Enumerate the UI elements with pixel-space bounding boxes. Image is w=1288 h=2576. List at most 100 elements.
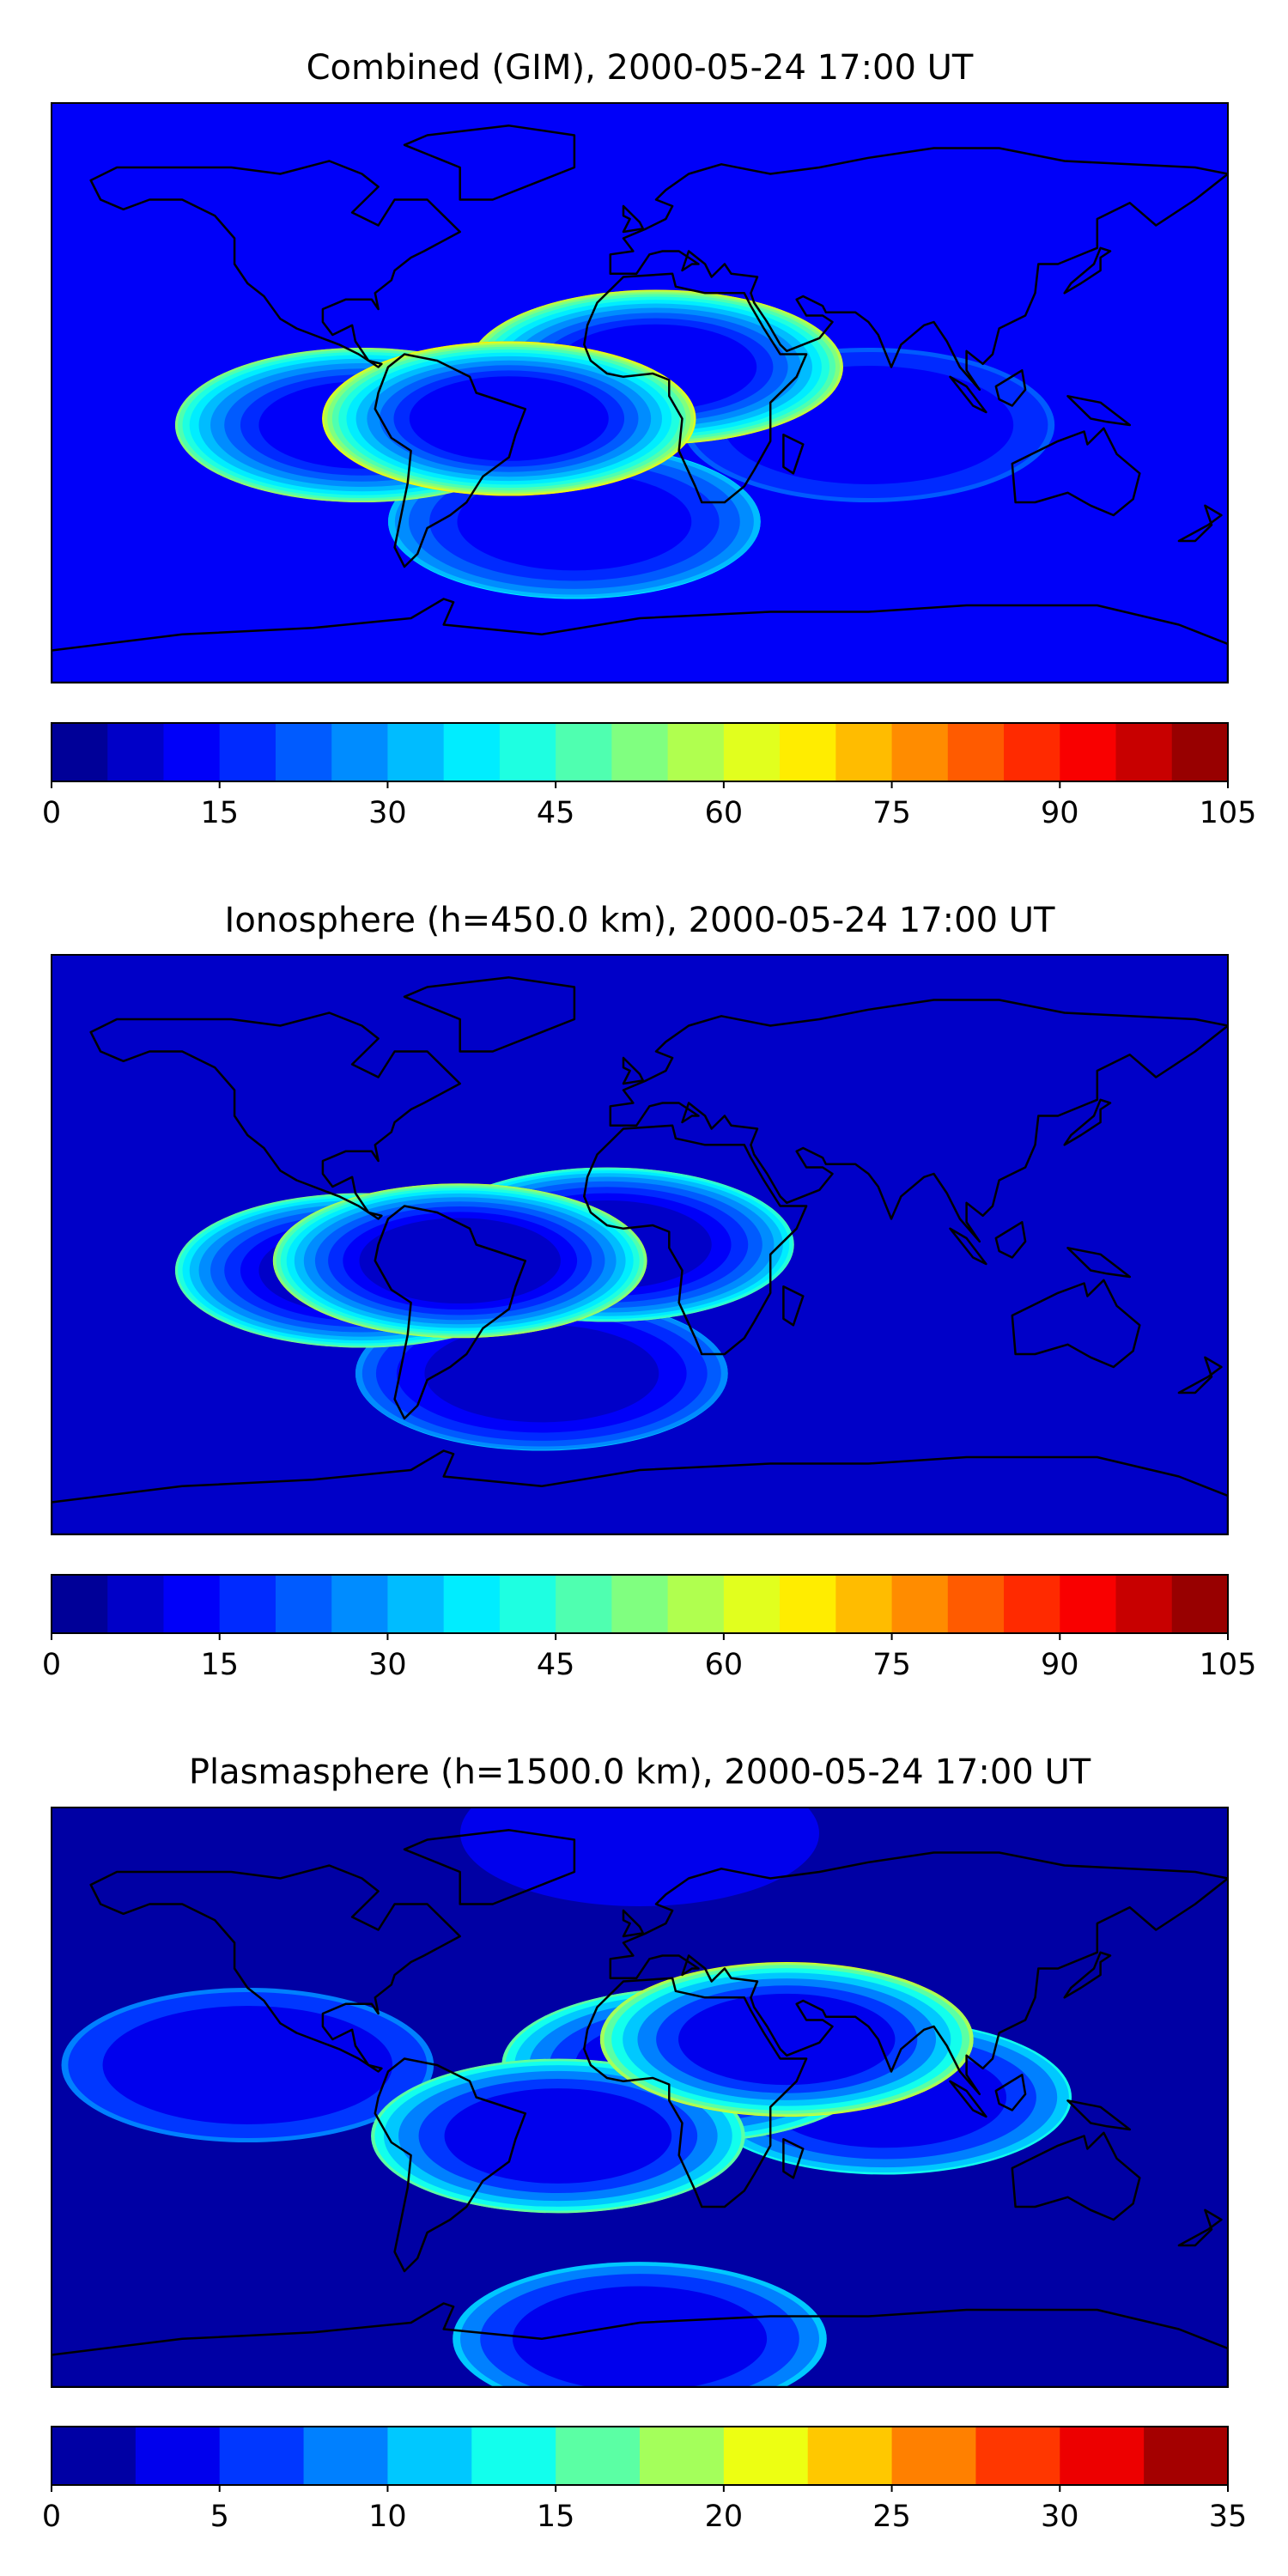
colorbar-swatch: [52, 1575, 108, 1633]
colorbar-swatch: [807, 2427, 893, 2485]
colorbar-tick-label: 75: [872, 796, 911, 830]
colorbar-swatch: [1004, 723, 1060, 781]
coastline: [583, 272, 808, 504]
colorbar-swatch: [387, 723, 445, 781]
coastline: [949, 375, 987, 414]
colorbar-swatch: [52, 723, 108, 781]
colorbar-tick-label: 15: [200, 796, 239, 830]
coastline: [622, 204, 645, 234]
colorbar-swatch: [640, 2427, 725, 2485]
coastline: [994, 2074, 1027, 2111]
colorbar-swatch: [387, 1575, 445, 1633]
colorbar-swatch: [947, 723, 1005, 781]
colorbar-tick-label: 90: [1041, 796, 1079, 830]
colorbar-tick-label: 30: [1041, 2500, 1079, 2534]
colorbar-swatch: [443, 1575, 501, 1633]
colorbar-swatch: [835, 723, 893, 781]
colorbar-frame: [51, 2426, 1229, 2486]
colorbar-tick-label: 105: [1200, 796, 1257, 830]
colorbar-tick-label: 45: [537, 1648, 575, 1682]
coastline: [403, 1829, 576, 1905]
map-frame: [51, 1807, 1229, 2388]
colorbar-swatch: [219, 723, 276, 781]
colorbar-swatch: [471, 2427, 556, 2485]
colorbar-frame: [51, 1574, 1229, 1634]
colorbar-swatch: [499, 1575, 556, 1633]
panel-title-combined: Combined (GIM), 2000-05-24 17:00 UT: [307, 48, 974, 88]
colorbar-swatch: [723, 1575, 781, 1633]
colorbar-tick-label: 60: [705, 1648, 744, 1682]
map-frame: [51, 102, 1229, 683]
colorbar-tick-label: 90: [1041, 1648, 1079, 1682]
coastline: [609, 1851, 1228, 2096]
coastline: [89, 1864, 461, 2073]
colorbar-swatch: [331, 723, 389, 781]
colorbar-swatch: [219, 2427, 305, 2485]
colorbar-swatch: [107, 723, 165, 781]
colorbar-swatch: [975, 2427, 1060, 2485]
colorbar-swatch: [303, 2427, 389, 2485]
coastline: [403, 125, 576, 201]
panel-title-plasmasphere: Plasmasphere (h=1500.0 km), 2000-05-24 1…: [189, 1753, 1091, 1792]
colorbar-tick-label: 25: [872, 2500, 911, 2534]
colorbar-swatch: [1004, 1575, 1060, 1633]
contour-region: [678, 1993, 896, 2086]
colorbar-swatch: [667, 723, 725, 781]
colorbar-tick-label: 60: [705, 796, 744, 830]
colorbar-tick-label: 15: [200, 1648, 239, 1682]
coastline: [609, 147, 1228, 392]
colorbar-swatch: [780, 1575, 836, 1633]
contour-region: [444, 2088, 672, 2184]
colorbar-swatch: [499, 723, 556, 781]
coastline: [949, 1227, 987, 1266]
colorbar-swatch: [891, 723, 949, 781]
coastline: [89, 1012, 461, 1220]
colorbar-swatch: [1144, 2427, 1229, 2485]
coastline: [622, 1909, 645, 1938]
colorbar-tick-label: 10: [368, 2500, 407, 2534]
coastline: [583, 1124, 808, 1356]
coastline: [52, 2302, 1228, 2387]
colorbar-swatch: [835, 1575, 893, 1633]
colorbar-swatch: [275, 723, 332, 781]
coastline: [994, 1221, 1027, 1259]
colorbar-swatch: [163, 723, 221, 781]
contour-region: [460, 955, 819, 1077]
coastline: [1177, 1356, 1223, 1394]
colorbar-swatch: [780, 723, 836, 781]
colorbar-swatch: [1171, 723, 1229, 781]
colorbar-swatch: [556, 723, 612, 781]
coastline: [1011, 1279, 1141, 1369]
contour-field: [52, 1807, 1228, 2387]
colorbar-swatch: [556, 1575, 612, 1633]
colorbar-swatch: [1060, 723, 1117, 781]
colorbar-swatch: [107, 1575, 165, 1633]
colorbar-tick-label: 0: [42, 1648, 61, 1682]
map-panel-ionosphere: [51, 954, 1229, 1535]
coastline: [782, 434, 805, 475]
colorbar-swatch: [219, 1575, 276, 1633]
coastline: [1063, 246, 1112, 295]
colorbar-frame: [51, 722, 1229, 782]
colorbar-swatch: [891, 1575, 949, 1633]
colorbar-tick-label: 30: [368, 1648, 407, 1682]
colorbar-combined: 0 15 30 45 60 75 90 105: [42, 722, 1257, 830]
coastline: [1066, 2099, 1132, 2131]
colorbar-swatch: [611, 723, 669, 781]
colorbar-swatch: [723, 723, 781, 781]
colorbar-swatch: [1115, 1575, 1173, 1633]
contour-field: [52, 103, 1228, 683]
coastline: [782, 1285, 805, 1327]
map-frame: [51, 954, 1229, 1535]
colorbar-ionosphere: 0 15 30 45 60 75 90 105: [42, 1574, 1256, 1682]
contour-region: [424, 1324, 659, 1423]
colorbar-tick-label: 75: [872, 1648, 911, 1682]
colorbar-swatch: [275, 1575, 332, 1633]
map-panel-plasmasphere: [51, 1807, 1229, 2388]
map-panel-combined: [51, 102, 1229, 683]
coastline: [609, 999, 1228, 1243]
colorbar-swatch: [556, 2427, 641, 2485]
colorbar-swatch: [1060, 1575, 1117, 1633]
coastline: [374, 1205, 527, 1420]
